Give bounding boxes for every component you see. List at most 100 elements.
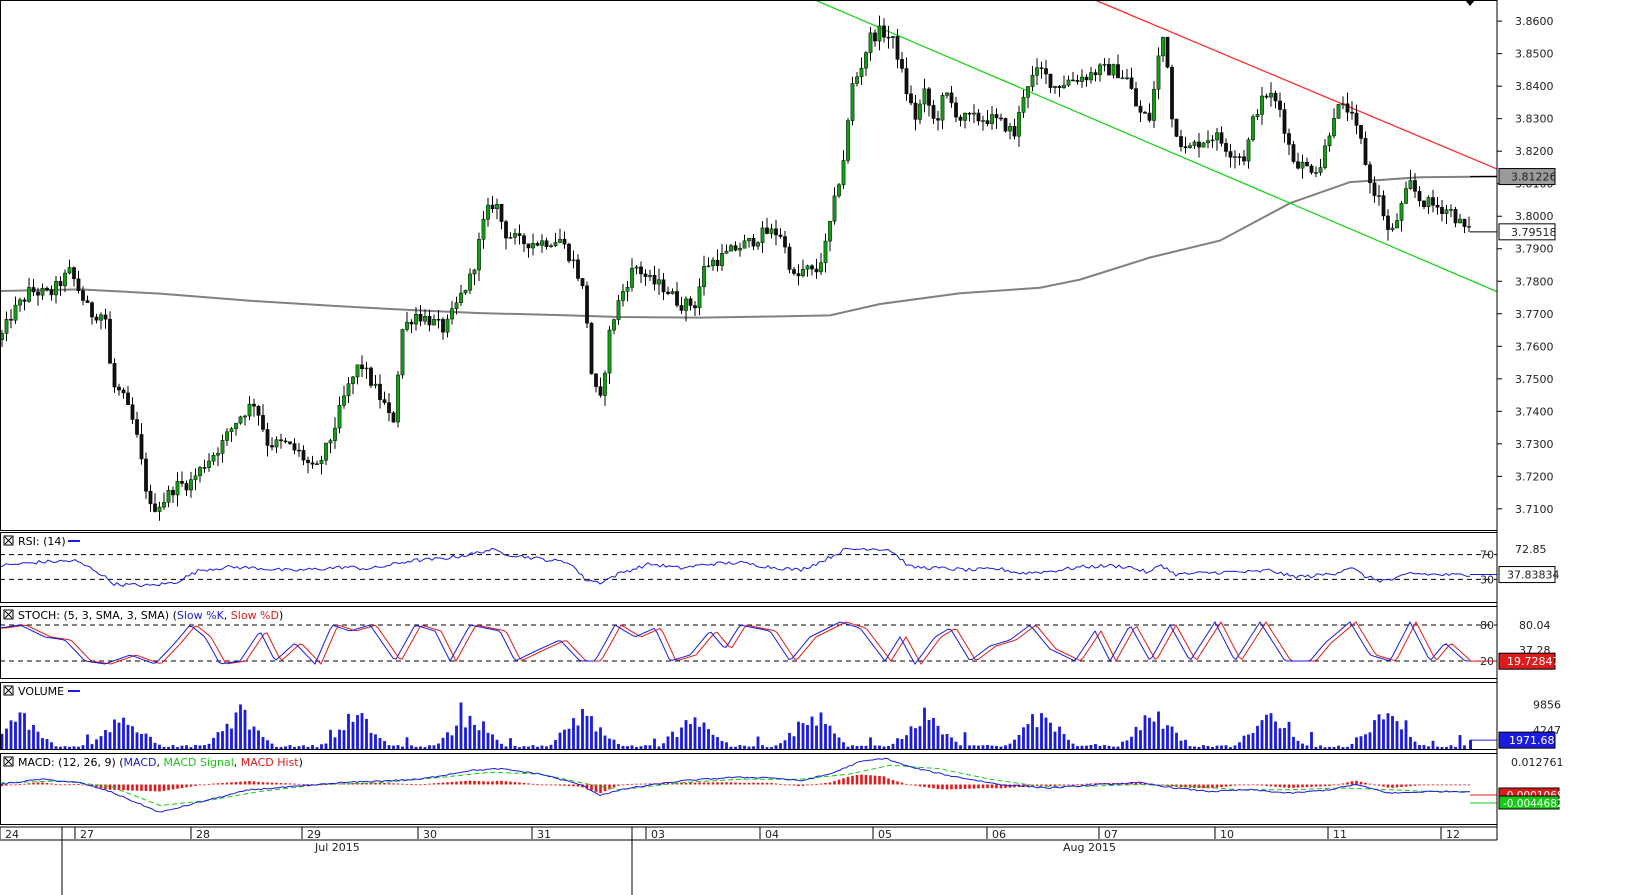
candle-body: [1296, 161, 1300, 169]
candle-body: [1300, 161, 1305, 169]
day-tick-label: 27: [80, 828, 94, 841]
volume-bar: [905, 735, 908, 749]
volume-bar: [716, 737, 719, 749]
volume-bar: [594, 731, 598, 749]
volume-bar: [315, 747, 319, 749]
volume-bar: [45, 739, 49, 749]
macd-hist-bar: [774, 783, 778, 785]
macd-hist-bar: [203, 784, 206, 786]
candle-body: [738, 248, 742, 251]
macd-hist-bar: [1062, 784, 1066, 786]
volume-bar: [608, 738, 611, 749]
volume-bar: [54, 746, 58, 749]
macd-hist-bar: [1229, 784, 1232, 787]
macd-hist-bar: [401, 783, 404, 785]
candle-body: [274, 439, 279, 448]
macd-hist-bar: [369, 782, 373, 785]
macd-hist-bar: [207, 783, 211, 785]
day-tick-label: 30: [423, 828, 437, 841]
volume-bar: [1152, 721, 1156, 749]
volume-bar: [599, 727, 602, 749]
candle-body: [54, 281, 58, 296]
macd-hist-bar: [941, 784, 944, 790]
volume-bar: [923, 707, 926, 749]
candle-body: [1017, 112, 1021, 137]
volume-bar: [171, 745, 175, 749]
month-label: Aug 2015: [1063, 841, 1116, 854]
price-tick-label: 3.7800: [1515, 275, 1554, 288]
candle-body: [1377, 195, 1381, 197]
macd-hist-bar: [1301, 784, 1304, 788]
candle-body: [1309, 165, 1314, 173]
macd-hist-bar: [1274, 784, 1277, 787]
candle-body: [1278, 100, 1282, 110]
candle-body: [765, 227, 769, 234]
volume-bar: [1404, 720, 1408, 749]
macd-hist-bar: [869, 775, 872, 785]
volume-bar: [968, 745, 971, 749]
volume-bar: [491, 734, 494, 749]
volume-bar: [189, 747, 193, 749]
candle-body: [670, 291, 675, 294]
candle-body: [837, 184, 841, 197]
candle-body: [1093, 72, 1098, 76]
volume-bar: [1251, 732, 1255, 749]
volume-bar: [1301, 743, 1304, 749]
macd-hist-bar: [419, 784, 422, 786]
candle-body: [1066, 79, 1071, 86]
macd-hist-bar: [1373, 784, 1376, 786]
macd-hist-bar: [711, 782, 715, 785]
macd-hist-bar: [1377, 784, 1381, 786]
macd-hist-bar: [1265, 784, 1268, 786]
candle-body: [1359, 125, 1363, 139]
volume-bar: [981, 745, 985, 749]
volume-bar: [50, 742, 53, 749]
volume-bar: [810, 716, 814, 749]
candle-body: [414, 313, 418, 325]
candle-body: [315, 463, 319, 465]
candle-body: [918, 103, 922, 120]
volume-bar: [666, 736, 670, 749]
price-tick-label: 3.7200: [1515, 470, 1554, 483]
candle-body: [184, 483, 189, 491]
candle-body: [364, 367, 369, 370]
volume-bar: [1346, 746, 1349, 749]
candle-body: [1242, 156, 1246, 162]
macd-hist-bar: [905, 783, 908, 785]
legend-entry: Slow %D: [231, 609, 279, 622]
candle-body: [1156, 55, 1161, 90]
candle-body: [450, 308, 454, 320]
macd-hist-bar: [1035, 784, 1039, 786]
volume-bar: [1103, 745, 1106, 749]
volume-bar: [135, 732, 139, 749]
candle-body: [877, 25, 882, 42]
volume-bar: [495, 739, 499, 749]
price-tick-label: 3.8600: [1515, 15, 1554, 28]
macd-hist-bar: [752, 782, 755, 785]
candle-body: [490, 204, 495, 210]
candle-body: [76, 278, 81, 292]
macd-hist-bar: [5, 784, 8, 786]
candle-body: [1404, 188, 1408, 204]
volume-bar: [5, 728, 8, 749]
candle-body: [1440, 207, 1444, 214]
macd-hist-bar: [680, 782, 683, 785]
candle-body: [1098, 64, 1102, 76]
candle-body: [1282, 109, 1287, 134]
macd-hist-bar: [873, 775, 877, 785]
macd-hist-bar: [1382, 784, 1385, 787]
candle-body: [103, 314, 108, 320]
candle-body: [1152, 88, 1156, 121]
candle-body: [1350, 111, 1354, 114]
volume-bar: [842, 742, 845, 749]
volume-bar: [1085, 745, 1088, 749]
candle-body: [1431, 197, 1435, 206]
candle-body: [90, 302, 94, 318]
candle-body: [130, 404, 135, 420]
candle-body: [846, 120, 850, 161]
volume-bar: [869, 737, 872, 749]
volume-bar: [1121, 741, 1124, 749]
macd-hist-bar: [954, 784, 958, 790]
candle-body: [796, 273, 801, 277]
volume-bar: [333, 737, 337, 749]
